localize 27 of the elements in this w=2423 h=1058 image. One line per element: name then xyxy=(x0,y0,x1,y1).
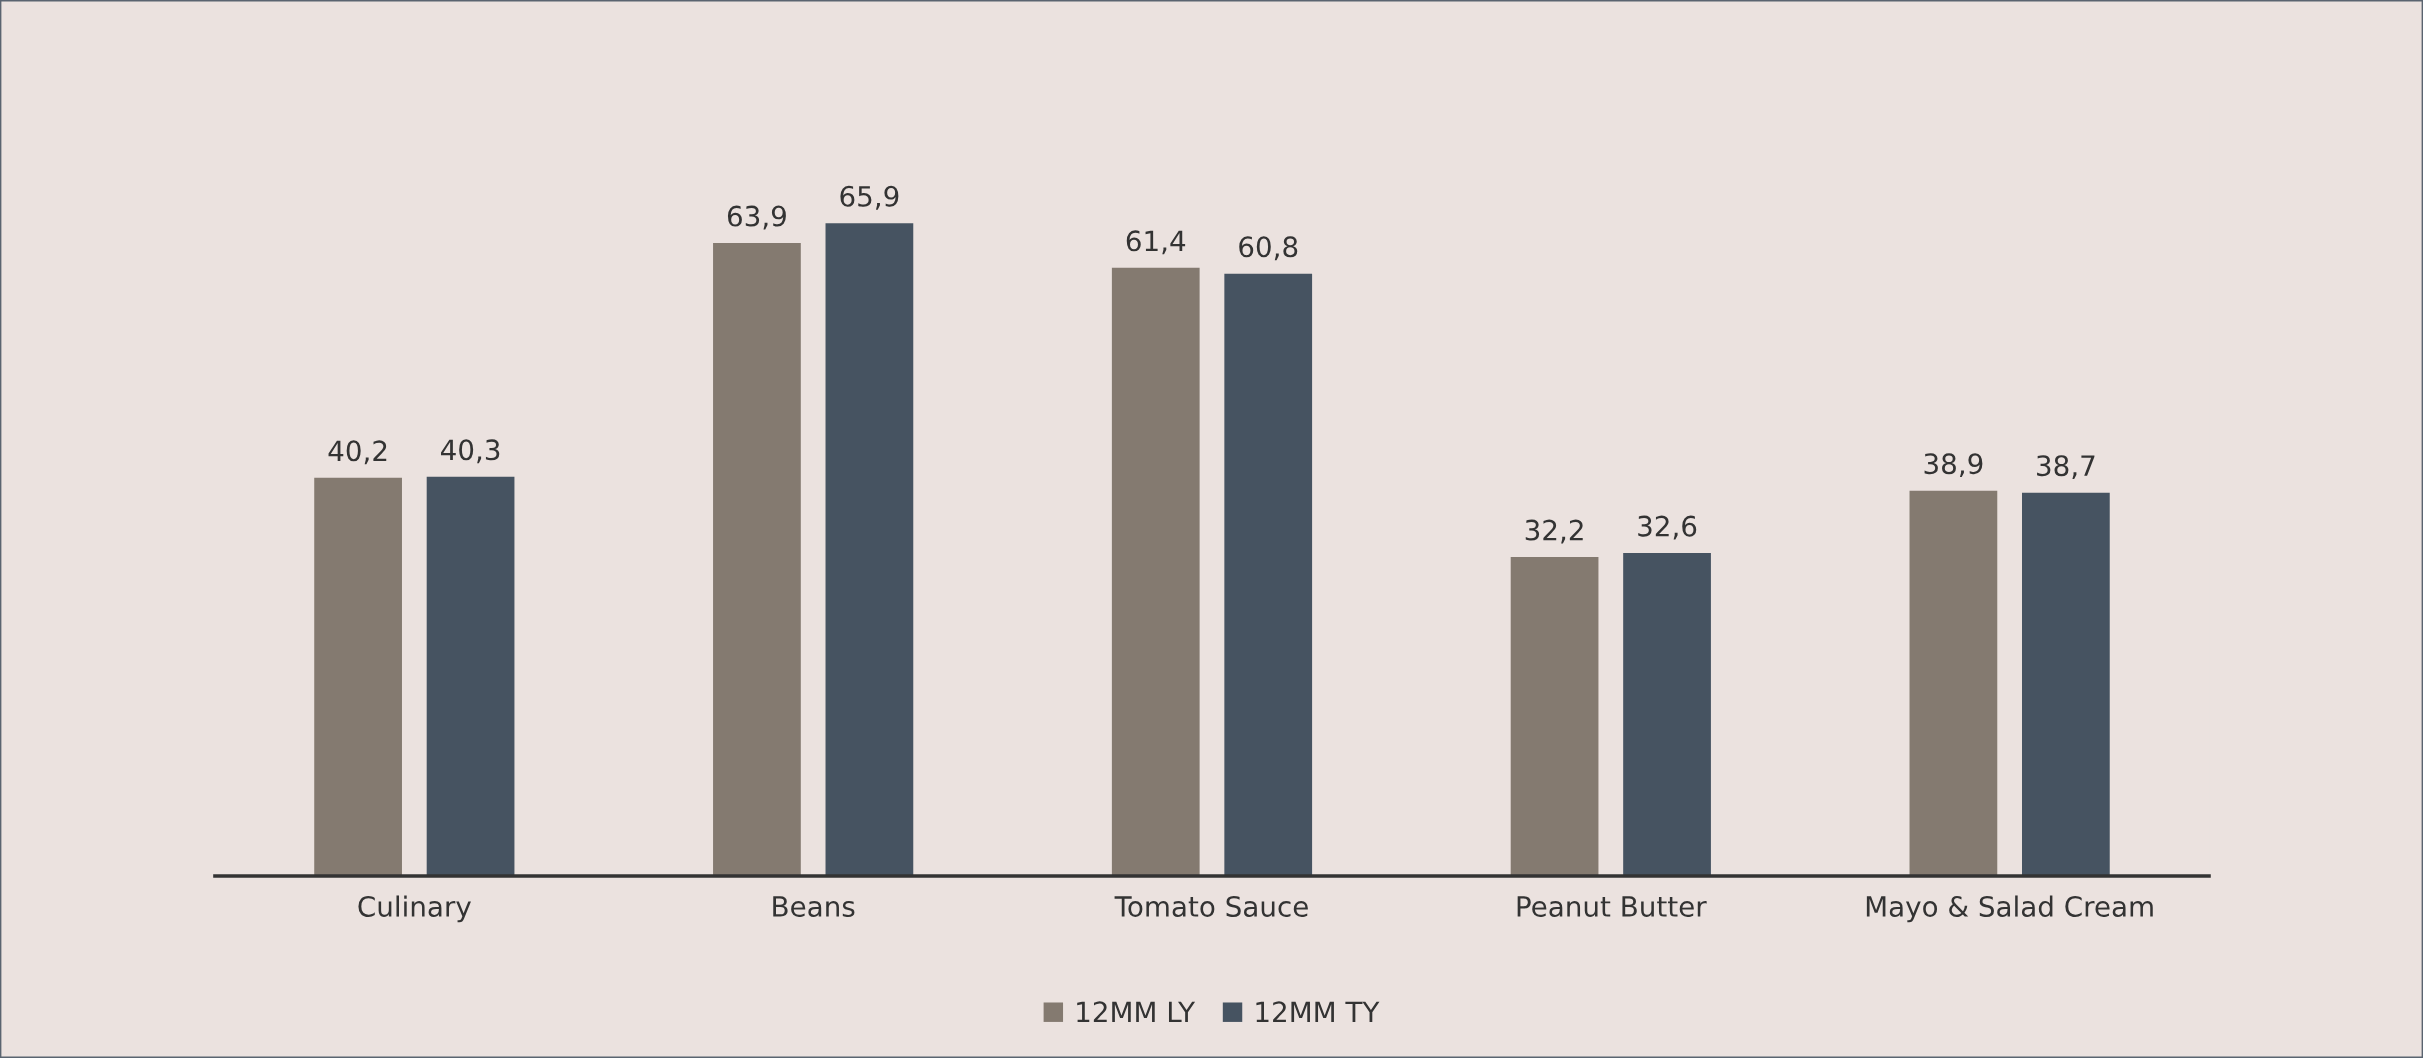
data-label: 40,2 xyxy=(328,440,387,465)
x-tick-label: Peanut Butter xyxy=(1517,896,1707,917)
bar xyxy=(1909,490,1998,877)
data-label: 65,9 xyxy=(840,185,899,210)
data-label: 32,2 xyxy=(1525,519,1583,544)
x-tick-label: Tomato Sauce xyxy=(1114,895,1308,917)
bar xyxy=(825,223,914,877)
data-label: 32,6 xyxy=(1638,515,1697,540)
x-tick-label: Mayo & Salad Cream xyxy=(1866,895,2153,923)
x-tick-label: Beans xyxy=(773,896,855,917)
bar xyxy=(2022,492,2110,877)
data-label: 40,3 xyxy=(441,439,500,464)
data-label: 61,4 xyxy=(1126,230,1186,255)
bar xyxy=(713,243,801,877)
legend-label: 12MM LY xyxy=(1077,1001,1196,1022)
bar xyxy=(314,477,402,877)
data-label: 60,8 xyxy=(1239,236,1298,261)
bar xyxy=(1224,273,1313,877)
x-tick-label: Culinary xyxy=(358,895,471,923)
bar xyxy=(1111,267,1200,877)
legend-label: 12MM TY xyxy=(1256,1001,1380,1022)
bar xyxy=(1623,553,1711,877)
data-label: 63,9 xyxy=(727,205,786,230)
data-label: 38,7 xyxy=(2037,455,2095,480)
bar xyxy=(1510,557,1599,877)
bar xyxy=(426,476,515,877)
data-label: 38,9 xyxy=(1924,453,1983,478)
